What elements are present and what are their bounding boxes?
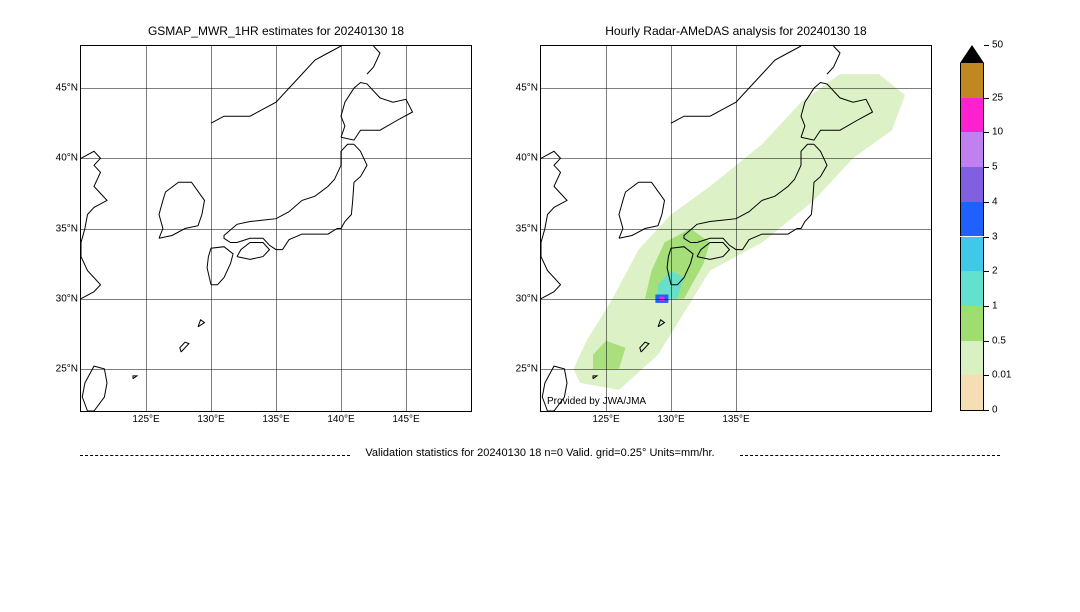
colorbar-tick — [984, 375, 989, 376]
left-map-panel: GSMAP_MWR_1HR estimates for 20240130 18 … — [80, 45, 472, 412]
colorbar-overflow-arrow — [960, 45, 984, 63]
ytick-label: 45°N — [516, 83, 541, 94]
colorbar-segment — [960, 132, 984, 167]
colorbar-tick — [984, 132, 989, 133]
xtick-label: 125°E — [132, 411, 159, 425]
footer-dash-left — [80, 455, 350, 456]
colorbar-tick — [984, 410, 989, 411]
ytick-label: 35°N — [56, 223, 81, 234]
ytick-label: 35°N — [516, 223, 541, 234]
colorbar-segment — [960, 375, 984, 411]
colorbar-segment — [960, 167, 984, 202]
colorbar-tick — [984, 271, 989, 272]
gridline-lon — [211, 46, 212, 411]
right-panel-title: Hourly Radar-AMeDAS analysis for 2024013… — [541, 24, 931, 38]
colorbar-tick — [984, 98, 989, 99]
gridline-lon — [341, 46, 342, 411]
ytick-label: 25°N — [516, 363, 541, 374]
xtick-label: 135°E — [262, 411, 289, 425]
xtick-label: 130°E — [657, 411, 684, 425]
gridline-lon — [146, 46, 147, 411]
ytick-label: 30°N — [56, 293, 81, 304]
xtick-label: 135°E — [722, 411, 749, 425]
provided-by-label: Provided by JWA/JMA — [547, 396, 646, 407]
ytick-label: 25°N — [56, 363, 81, 374]
left-panel-title: GSMAP_MWR_1HR estimates for 20240130 18 — [81, 24, 471, 38]
xtick-label: 145°E — [392, 411, 419, 425]
gridline-lon — [671, 46, 672, 411]
colorbar-segment — [960, 306, 984, 341]
colorbar-tick — [984, 202, 989, 203]
colorbar-tick — [984, 306, 989, 307]
xtick-label: 130°E — [197, 411, 224, 425]
ytick-label: 40°N — [516, 153, 541, 164]
colorbar-tick — [984, 167, 989, 168]
right-map-panel: Hourly Radar-AMeDAS analysis for 2024013… — [540, 45, 932, 412]
validation-footer: Validation statistics for 20240130 18 n=… — [0, 447, 1080, 459]
colorbar-segment — [960, 202, 984, 237]
colorbar-segment — [960, 63, 984, 98]
colorbar-segment — [960, 341, 984, 376]
gridline-lon — [276, 46, 277, 411]
colorbar-segment — [960, 98, 984, 133]
colorbar-tick — [984, 341, 989, 342]
colorbar-tick — [984, 237, 989, 238]
colorbar-segment — [960, 237, 984, 272]
footer-dash-right — [740, 455, 1000, 456]
xtick-label: 125°E — [592, 411, 619, 425]
gridline-lon — [736, 46, 737, 411]
ytick-label: 45°N — [56, 83, 81, 94]
colorbar-segment — [960, 271, 984, 306]
colorbar-tick — [984, 45, 989, 46]
xtick-label: 140°E — [327, 411, 354, 425]
ytick-label: 40°N — [56, 153, 81, 164]
figure-root: GSMAP_MWR_1HR estimates for 20240130 18 … — [0, 0, 1080, 612]
gridline-lon — [606, 46, 607, 411]
gridline-lon — [406, 46, 407, 411]
precip-colorbar: 00.010.512345102550 — [960, 45, 984, 410]
ytick-label: 30°N — [516, 293, 541, 304]
